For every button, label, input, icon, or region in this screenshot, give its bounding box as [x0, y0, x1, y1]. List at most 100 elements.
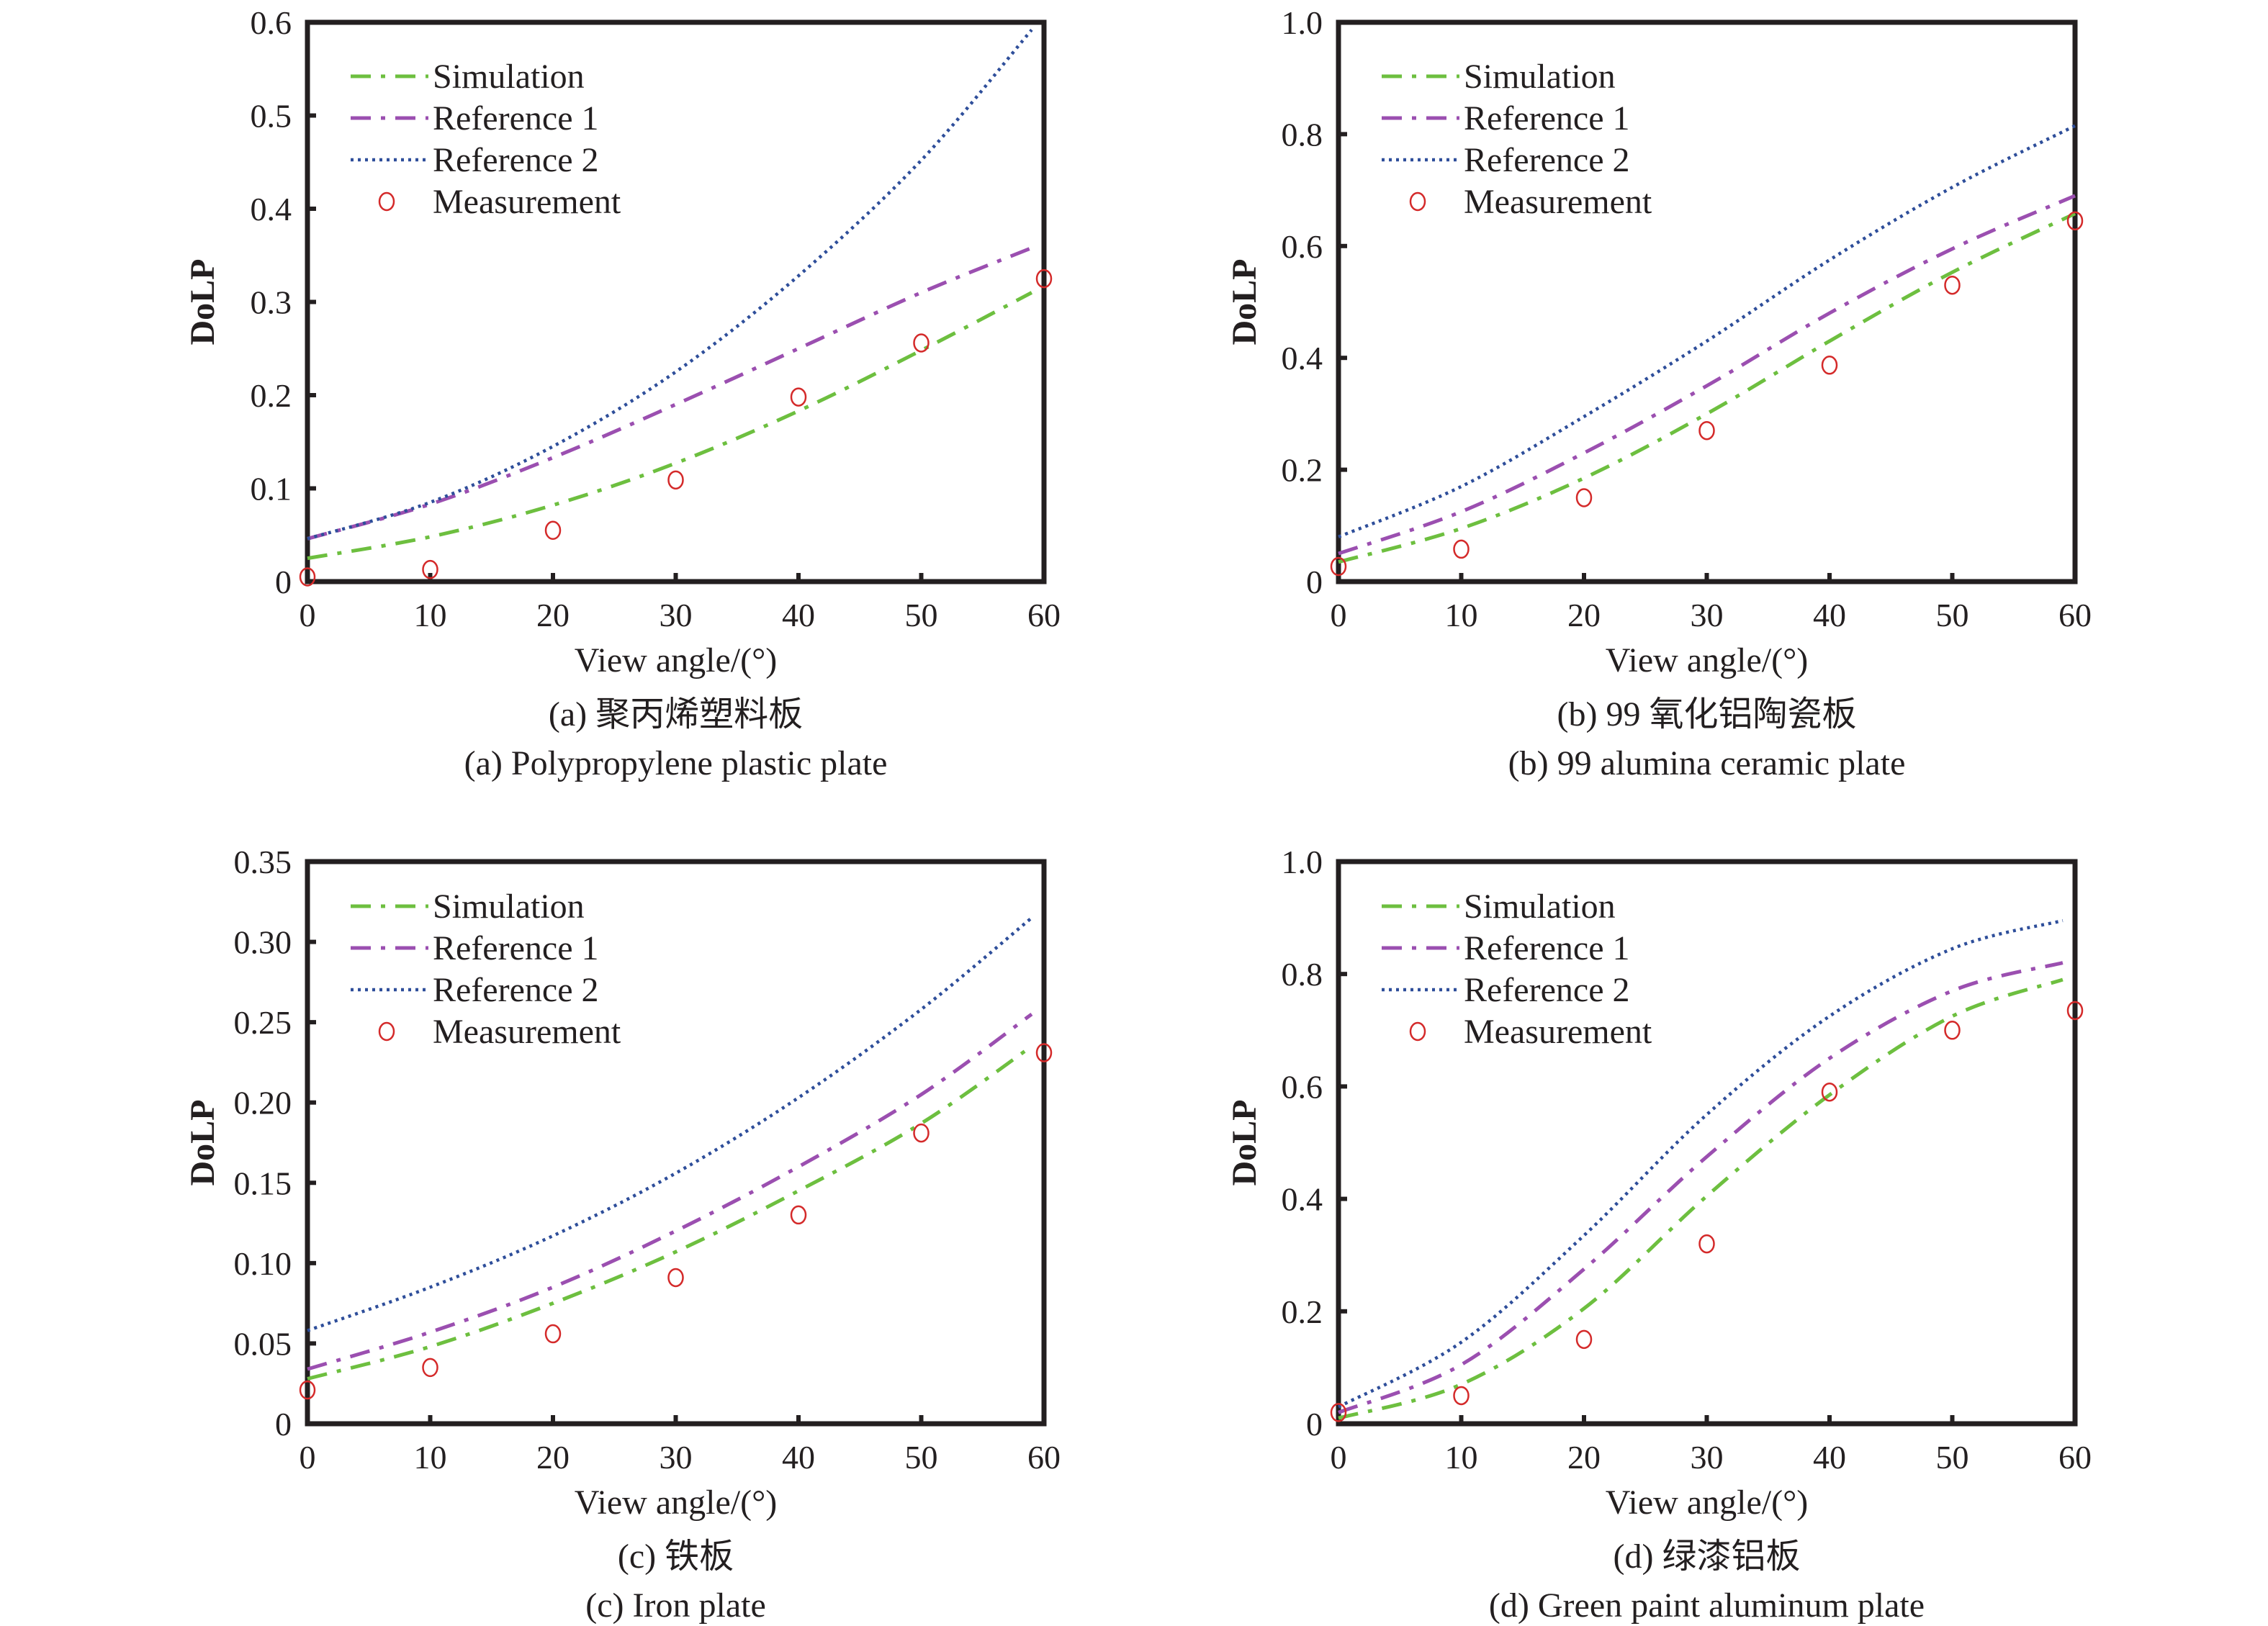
plot-frame: [305, 19, 1047, 584]
y-tick-label: 0.6: [251, 4, 292, 41]
legend-label: Simulation: [1464, 58, 1616, 96]
measurement-point: [2066, 1001, 2084, 1021]
measurement-point: [913, 333, 930, 353]
legend-label: Reference 2: [433, 141, 599, 179]
x-tick-label: 50: [905, 597, 938, 633]
measurement-point: [1821, 356, 1838, 375]
y-tick-label: 0: [275, 564, 292, 600]
measurement-point: [667, 1268, 684, 1288]
measurement-point: [1035, 1043, 1053, 1062]
x-tick-label: 30: [1691, 597, 1724, 633]
measurement-point: [1698, 420, 1715, 441]
measurement-point: [2066, 211, 2084, 231]
measurement-point: [544, 1324, 562, 1344]
legend-item-measurement: Measurement: [1409, 183, 1652, 221]
legend-item-reference-2: Reference 2: [351, 141, 599, 179]
x-tick-label: 60: [1027, 597, 1061, 633]
series-line-reference-2: [1338, 124, 2076, 538]
series-measurement: [1330, 1001, 2084, 1422]
series-line-simulation: [307, 291, 1033, 561]
series-line-reference-1: [307, 1012, 1033, 1371]
x-axis-label: View angle/(°): [575, 641, 778, 679]
y-tick-label: 0.8: [1282, 956, 1323, 993]
chart-panel-b: 0 10 20 30 40 50 60 0 0.2 0.4 0.6 0.8 1.0 View angle/…: [1225, 4, 2092, 782]
y-tick-label: 0.4: [1282, 340, 1323, 376]
x-axis-label: View angle/(°): [1606, 641, 1809, 679]
caption-english: (d) Green paint aluminum plate: [1489, 1586, 1925, 1625]
plot-frame: [305, 859, 1047, 1427]
series-line-reference-2: [1337, 918, 2064, 1409]
legend-marker: [378, 1021, 395, 1042]
legend-marker: [1409, 191, 1426, 212]
x-tick-label: 10: [1445, 597, 1478, 633]
legend-label: Reference 1: [433, 929, 599, 967]
plot-frame: [1336, 19, 2078, 584]
y-tick-label: 0.2: [1282, 452, 1323, 489]
x-tick-label: 30: [660, 1439, 693, 1476]
x-tick-label: 30: [1691, 1439, 1724, 1476]
legend-label: Measurement: [433, 1013, 621, 1051]
y-tick-label: 0: [275, 1406, 292, 1442]
measurement-point: [544, 520, 562, 541]
y-axis-label: DoLP: [1225, 259, 1264, 345]
y-tick-label: 0.1: [251, 471, 292, 507]
x-tick-label: 50: [905, 1439, 938, 1476]
x-tick-label: 0: [1331, 1439, 1347, 1476]
legend-label: Reference 2: [1464, 971, 1630, 1009]
measurement-point: [1575, 1329, 1593, 1350]
legend-label: Reference 1: [433, 99, 599, 137]
chart-panel-a: 0 10 20 30 40 50 60 0 0.1 0.2 0.3 0.4 0.5 0.6 View ang…: [184, 4, 1061, 782]
series-line-reference-2: [307, 916, 1033, 1332]
y-axis-label: DoLP: [184, 259, 222, 345]
legend-item-reference-2: Reference 2: [1382, 141, 1630, 179]
x-tick-label: 40: [1813, 597, 1846, 633]
legend-item-reference-2: Reference 2: [1382, 971, 1630, 1009]
x-tick-label: 0: [300, 597, 316, 633]
x-tick-label: 20: [536, 597, 570, 633]
legend-item-reference-1: Reference 1: [351, 929, 599, 967]
legend-item-reference-1: Reference 1: [1382, 929, 1630, 967]
series-line-reference-1: [307, 246, 1032, 541]
y-tick-label: 0.6: [1282, 228, 1323, 265]
legend-item-reference-1: Reference 1: [1382, 99, 1630, 137]
caption-chinese: (a) 聚丙烯塑料板: [549, 695, 803, 733]
y-tick-label: 0.5: [251, 98, 292, 135]
legend-label: Measurement: [433, 183, 621, 221]
chart-panel-d: 0 10 20 30 40 50 60 0 0.2 0.4 0.6 0.8 1.0 View angle/…: [1225, 844, 2092, 1625]
series-line-simulation: [1338, 212, 2076, 564]
legend-label: Measurement: [1464, 1013, 1652, 1051]
series-measurement: [299, 268, 1053, 587]
caption-english: (b) 99 alumina ceramic plate: [1508, 744, 1906, 782]
series-line-simulation: [1338, 977, 2064, 1420]
x-tick-label: 10: [414, 1439, 447, 1476]
series-line-reference-1: [1338, 961, 2064, 1414]
x-tick-label: 40: [782, 597, 815, 633]
measurement-point: [1035, 268, 1053, 289]
measurement-point: [422, 1358, 438, 1378]
x-tick-label: 30: [660, 597, 693, 633]
measurement-point: [1698, 1234, 1715, 1254]
measurement-point: [1453, 1386, 1470, 1406]
x-tick-label: 20: [1567, 1439, 1601, 1476]
measurement-point: [1821, 1082, 1838, 1102]
measurement-point: [913, 1123, 930, 1143]
y-tick-label: 0.2: [1282, 1293, 1323, 1330]
measurement-point: [422, 559, 438, 579]
measurement-point: [1575, 488, 1593, 507]
y-tick-label: 0.30: [234, 924, 292, 961]
y-tick-label: 0.05: [234, 1325, 292, 1362]
y-tick-label: 0: [1306, 564, 1323, 600]
y-tick-label: 0.6: [1282, 1068, 1323, 1105]
measurement-point: [790, 387, 807, 407]
series-line-reference-2: [307, 28, 1033, 541]
legend-marker: [1409, 1021, 1426, 1042]
x-tick-label: 20: [1567, 597, 1601, 633]
y-tick-label: 0.8: [1282, 116, 1323, 153]
legend-label: Reference 2: [433, 971, 599, 1009]
y-tick-label: 0.10: [234, 1245, 292, 1282]
measurement-point: [1944, 1021, 1961, 1040]
